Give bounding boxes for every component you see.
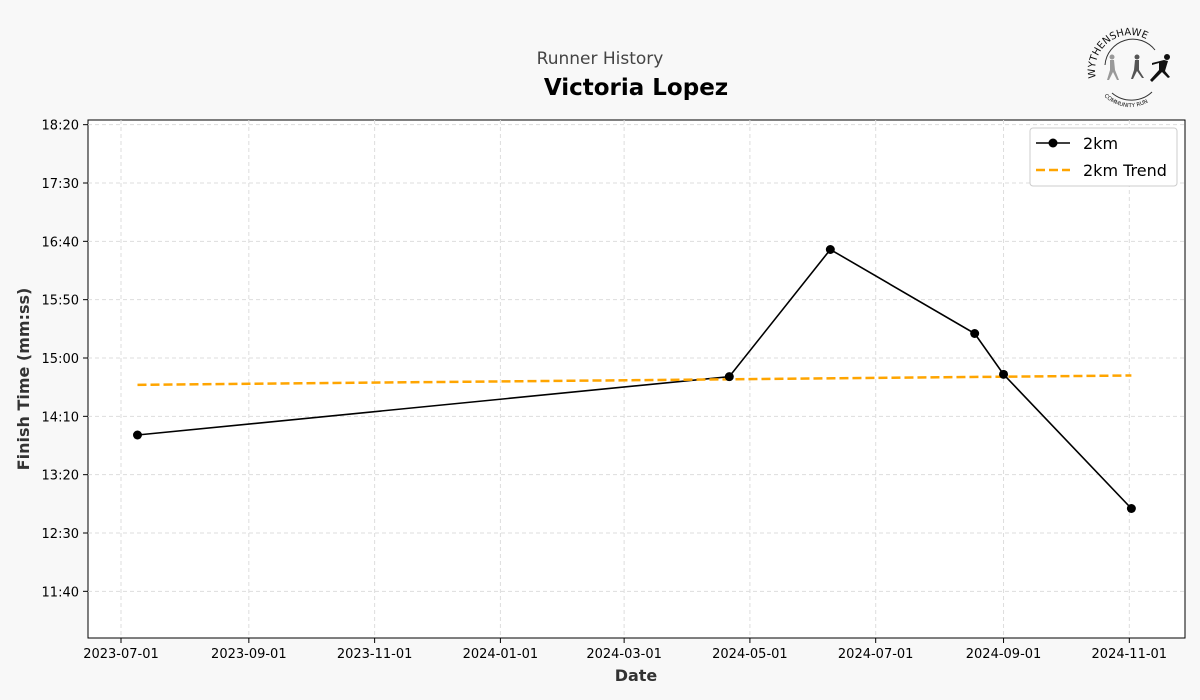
chart-suptitle: Runner History [537, 49, 664, 69]
x-tick-label: 2024-05-01 [712, 647, 788, 662]
data-point-2km [970, 329, 980, 338]
data-point-2km [999, 369, 1009, 379]
y-tick-label: 18:20 [42, 119, 79, 134]
svg-text:COMMUNITY RUN: COMMUNITY RUN [1103, 93, 1150, 109]
y-tick-label: 14:10 [42, 410, 79, 425]
x-tick-label: 2023-07-01 [83, 647, 159, 662]
y-tick-label: 15:50 [42, 294, 79, 309]
legend-label-2km: 2km [1083, 134, 1118, 153]
x-tick-label: 2024-07-01 [838, 647, 914, 662]
data-point-2km [724, 372, 734, 382]
grid [88, 120, 1185, 638]
legend-label-trend: 2km Trend [1083, 161, 1167, 180]
x-tick-label: 2024-01-01 [463, 647, 539, 662]
series-line-2km [137, 248, 1132, 510]
x-axis-ticks: 2023-07-01 2023-09-01 2023-11-01 2024-01-01… [83, 638, 1167, 662]
series-layer [132, 245, 1136, 513]
series-line-2km-trend [137, 374, 1132, 387]
y-tick-label: 16:40 [42, 235, 79, 250]
x-tick-label: 2023-11-01 [337, 647, 413, 662]
data-point-2km [825, 245, 835, 254]
x-tick-label: 2023-09-01 [211, 647, 287, 662]
wythenshawe-logo: WYTHENSHAWE COMMUNITY RUN [1087, 27, 1170, 109]
x-tick-label: 2024-03-01 [586, 647, 662, 662]
y-tick-label: 11:40 [42, 585, 79, 600]
x-tick-label: 2024-09-01 [966, 647, 1042, 662]
x-axis-label: Date [615, 666, 658, 685]
y-axis-ticks: 11:40 12:30 13:20 14:10 15:00 15:50 16:40 17:30… [42, 119, 88, 600]
svg-text:WYTHENSHAWE: WYTHENSHAWE [1087, 27, 1150, 79]
y-tick-label: 17:30 [42, 177, 79, 192]
legend: 2km 2km Trend [1029, 127, 1178, 187]
chart-title: Victoria Lopez [544, 75, 728, 101]
y-tick-label: 13:20 [42, 469, 79, 484]
data-point-2km [132, 430, 142, 440]
x-tick-label: 2024-11-01 [1092, 647, 1168, 662]
data-point-2km [1126, 504, 1136, 513]
y-tick-label: 15:00 [42, 352, 79, 367]
legend-marker-2km [1048, 138, 1058, 148]
y-axis-label: Finish Time (mm:ss) [14, 288, 33, 471]
y-tick-label: 12:30 [42, 527, 79, 542]
